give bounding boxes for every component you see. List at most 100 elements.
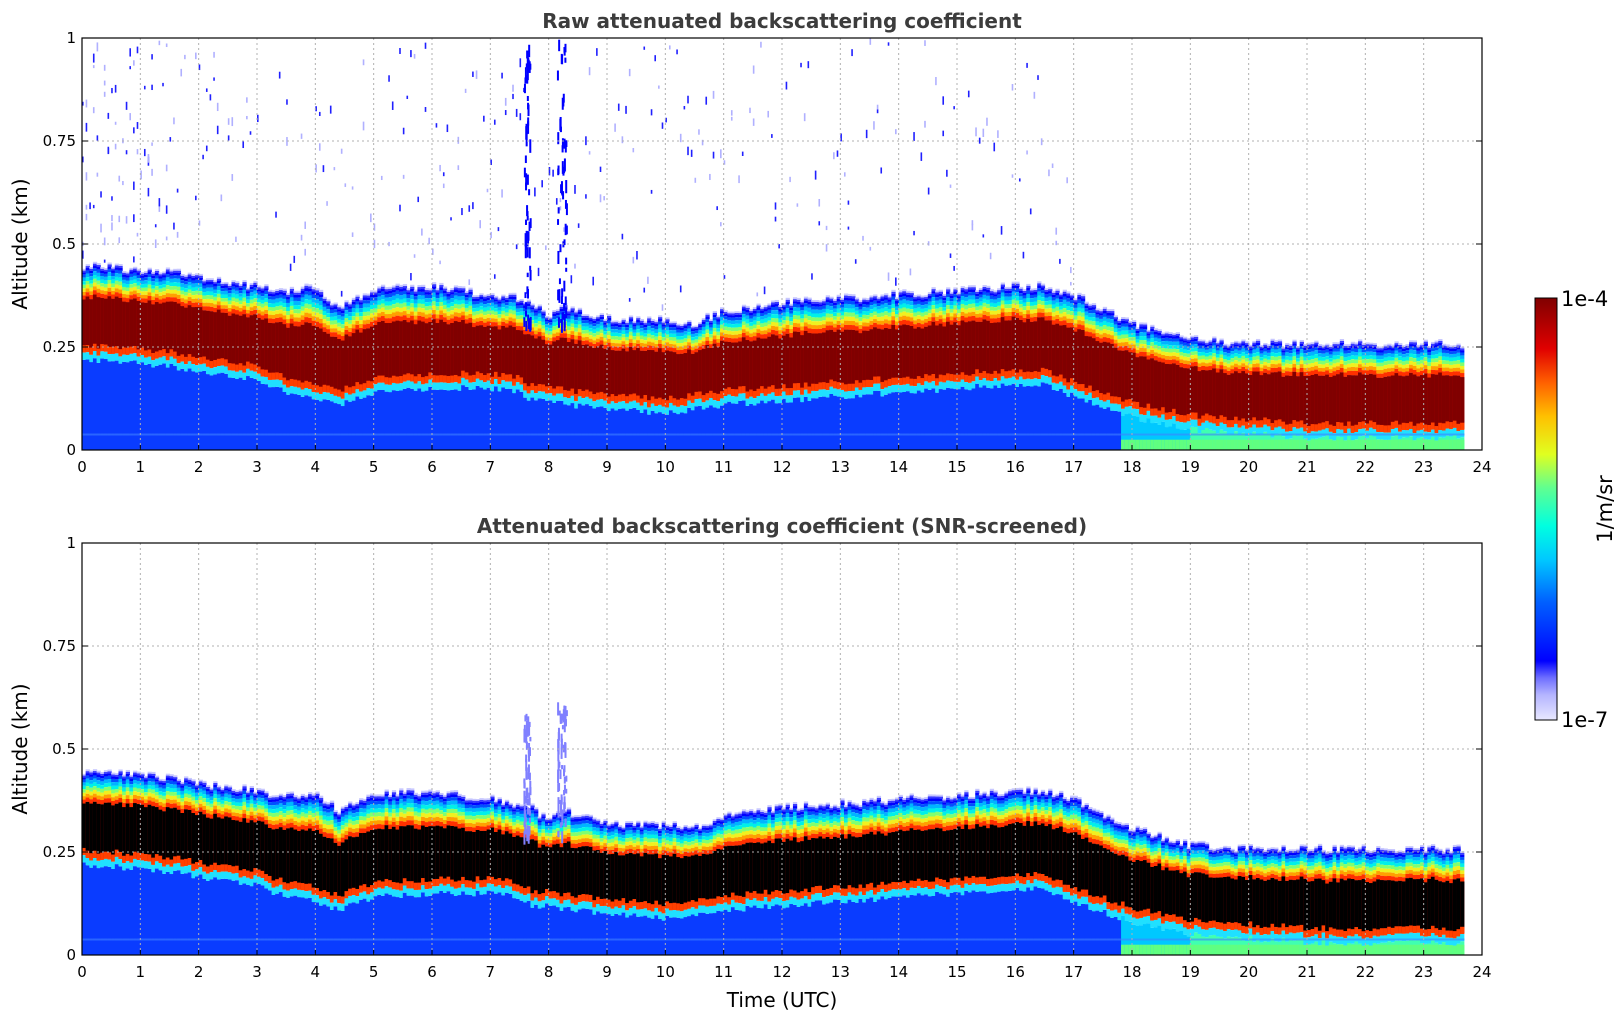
cell [439,375,444,383]
cell [632,336,637,340]
cell [1183,336,1188,339]
cell [811,306,816,310]
cell [220,285,225,289]
cell [359,316,364,321]
cell [173,293,178,298]
cell [384,314,389,319]
cell [286,99,288,105]
cell [490,293,495,296]
cell [625,351,630,397]
cell [712,400,717,408]
cell [399,316,404,322]
cell [1000,300,1005,305]
cell [322,384,327,393]
cell [209,303,214,307]
cell [260,319,265,370]
cell [1088,303,1093,306]
cell [1059,305,1064,310]
cell [297,380,302,388]
cell [566,322,572,327]
cell [362,293,367,296]
cell [967,390,973,450]
cell [344,392,349,401]
cell [1172,416,1177,424]
cell [413,299,419,304]
cell [311,302,316,308]
cell [909,317,914,322]
cell [1022,322,1027,373]
cell [843,300,849,304]
cell [417,303,422,308]
cell [497,321,502,326]
cell [198,302,203,308]
cell [884,311,889,316]
cell [497,325,502,330]
cell [191,280,196,284]
cell [559,307,564,309]
cell [486,325,491,374]
cell [1059,374,1064,382]
cell [935,290,940,293]
cell [643,395,648,403]
cell [1139,328,1144,333]
cell [665,321,670,324]
cell [180,294,185,299]
cell [479,293,484,296]
cell [162,82,164,87]
cell [1026,318,1031,372]
cell [118,298,123,350]
cell [1157,417,1162,425]
cell [140,275,145,278]
cell [413,319,419,325]
cell [978,294,984,298]
cell [388,309,393,314]
cell [432,289,437,293]
cell [406,290,411,293]
cell [322,310,327,316]
cell [574,314,579,317]
cell [483,375,488,383]
cell [231,297,236,302]
cell [632,148,635,153]
cell [209,368,214,376]
cell [698,330,703,334]
cell [723,403,728,450]
cell [898,325,903,379]
cell [224,301,229,306]
cell [267,293,273,297]
cell [133,275,138,280]
cell [971,381,976,389]
cell [876,320,882,325]
cell [931,289,936,292]
cell [450,390,455,450]
cell [286,311,291,316]
cell [1000,226,1003,235]
cell [1110,410,1115,450]
cell [257,302,262,307]
cell [913,308,918,313]
cell [840,327,845,332]
cell [329,328,335,333]
cell [1153,439,1159,450]
cell [592,320,597,324]
cell [1091,305,1097,308]
cell [895,310,900,315]
cell [537,398,542,450]
cell [1135,330,1140,334]
cell [960,315,965,321]
cell [377,300,382,305]
cell [213,293,218,297]
cell [370,326,375,382]
cell [847,304,852,309]
cell [843,329,849,385]
cell [162,363,167,450]
cell [493,311,499,316]
cell [209,306,214,312]
cell [162,291,167,295]
cell [439,389,444,450]
cell [173,117,175,125]
cell [191,371,196,450]
cell [133,270,138,273]
cell [1029,309,1035,314]
cell [1022,310,1027,314]
